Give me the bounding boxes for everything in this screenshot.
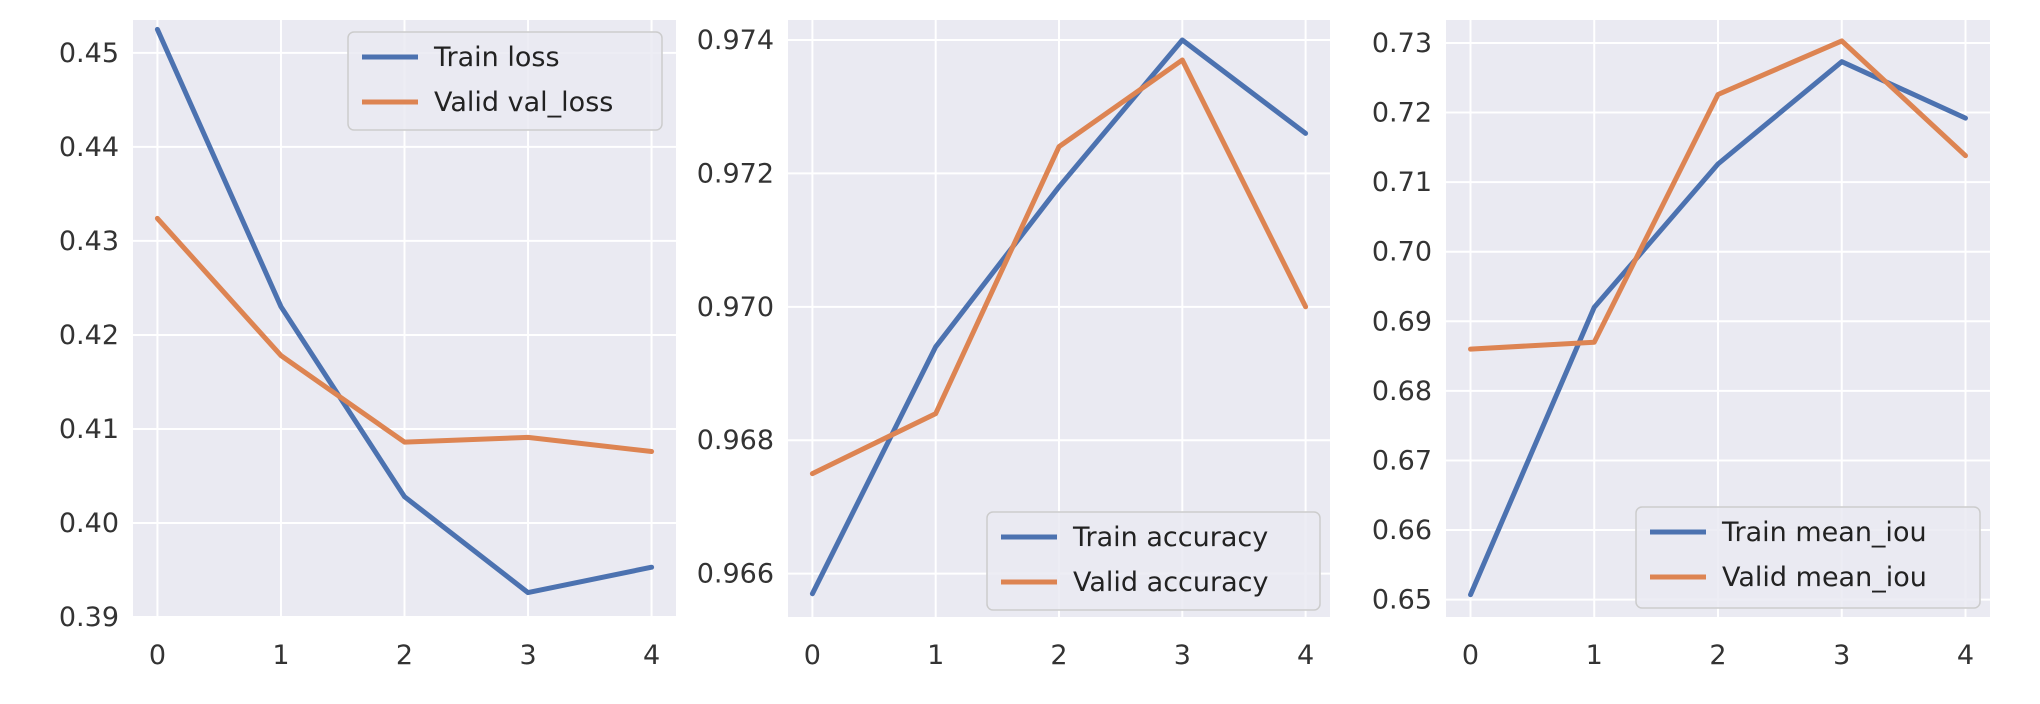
y-tick-label: 0.39 — [59, 602, 119, 633]
legend-box — [347, 31, 663, 131]
x-tick-label: 4 — [1297, 640, 1314, 671]
legend-box — [986, 511, 1321, 611]
x-tick-label: 2 — [396, 640, 413, 671]
x-tick-label: 0 — [1462, 640, 1479, 671]
x-tick-label: 3 — [1174, 640, 1191, 671]
y-tick-label: 0.40 — [59, 508, 119, 539]
x-tick-label: 1 — [927, 640, 944, 671]
y-tick-label: 0.69 — [1372, 306, 1432, 337]
y-tick-label: 0.42 — [59, 320, 119, 351]
y-tick-label: 0.67 — [1372, 445, 1432, 476]
series-line-valid — [154, 215, 655, 454]
series-line-train — [154, 26, 655, 596]
y-tick-label: 0.972 — [697, 158, 774, 189]
legend-label: Train accuracy — [1072, 522, 1268, 553]
x-tick-label: 3 — [1833, 640, 1850, 671]
chart-loss: 0.39 0.40 0.41 0.42 0.43 0.44 0.45 0 1 2 3 4 Train l… — [59, 20, 676, 671]
x-tick-label: 0 — [149, 640, 166, 671]
legend-label: Train mean_iou — [1721, 517, 1927, 548]
series-line-valid — [809, 57, 1309, 477]
legend: Train accuracy Valid accuracy — [986, 511, 1321, 611]
y-tick-label: 0.968 — [697, 425, 774, 456]
y-tick-label: 0.974 — [697, 25, 774, 56]
y-tick-label: 0.71 — [1372, 167, 1432, 198]
y-tick-label: 0.66 — [1372, 515, 1432, 546]
chart-accuracy: 0.966 0.968 0.970 0.972 0.974 0 1 2 3 4 Train accu… — [697, 20, 1330, 671]
x-tick-label: 4 — [643, 640, 660, 671]
legend-label: Valid mean_iou — [1722, 562, 1927, 593]
x-tick-label: 0 — [804, 640, 821, 671]
legend-label: Train loss — [433, 42, 560, 73]
x-tick-label: 4 — [1957, 640, 1974, 671]
chart-mean-iou: 0.65 0.66 0.67 0.68 0.69 0.70 0.71 0.72 0.73 0 1 2 3… — [1372, 20, 1990, 671]
y-tick-label: 0.73 — [1372, 28, 1432, 59]
y-tick-label: 0.970 — [697, 292, 774, 323]
y-tick-label: 0.65 — [1372, 585, 1432, 616]
x-tick-label: 2 — [1709, 640, 1726, 671]
x-tick-label: 1 — [1586, 640, 1603, 671]
series-line-train — [809, 37, 1309, 597]
y-tick-label: 0.72 — [1372, 98, 1432, 129]
legend-label: Valid val_loss — [434, 87, 613, 118]
legend: Train mean_iou Valid mean_iou — [1635, 506, 1981, 609]
legend-label: Valid accuracy — [1073, 567, 1268, 598]
x-tick-label: 2 — [1050, 640, 1067, 671]
y-tick-label: 0.966 — [697, 559, 774, 590]
y-tick-label: 0.45 — [59, 38, 119, 69]
x-tick-label: 3 — [519, 640, 536, 671]
y-tick-label: 0.68 — [1372, 376, 1432, 407]
series-line-valid — [1468, 38, 1968, 352]
y-tick-label: 0.44 — [59, 132, 119, 163]
legend-box — [1635, 506, 1981, 609]
y-tick-label: 0.70 — [1372, 237, 1432, 268]
y-tick-label: 0.43 — [59, 226, 119, 257]
legend: Train loss Valid val_loss — [347, 31, 663, 131]
y-tick-label: 0.41 — [59, 414, 119, 445]
x-tick-label: 1 — [272, 640, 289, 671]
